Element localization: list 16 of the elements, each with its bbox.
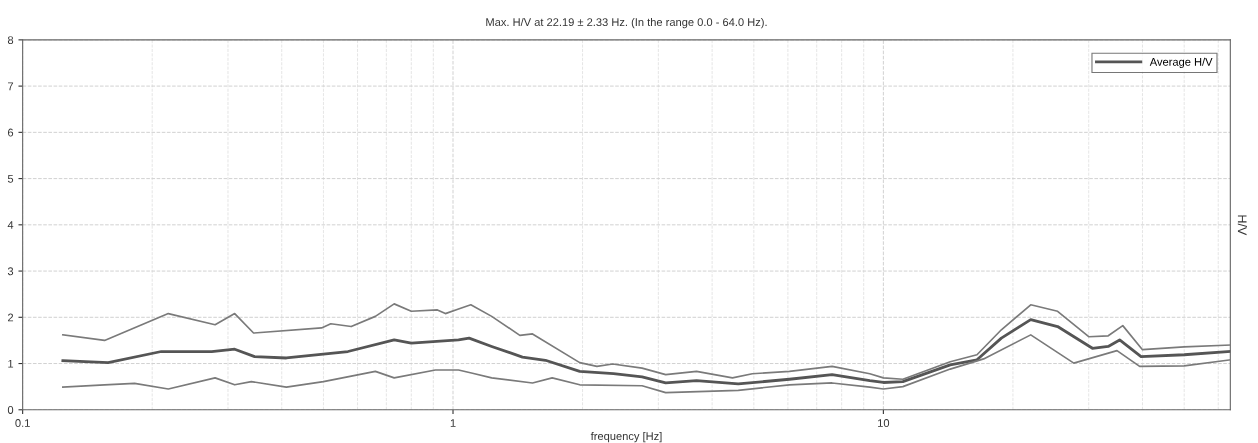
y-tick-label: 3	[7, 267, 14, 276]
x-tick-label: 0.1	[15, 419, 30, 427]
y-tick-label: 2	[8, 313, 14, 322]
y-tick-label: 0	[7, 406, 14, 414]
x-axis-title: frequency [Hz]	[590, 431, 662, 443]
y-tick-label: 6	[8, 128, 14, 137]
y-tick-label: 7	[8, 82, 14, 91]
y-tick-label: 4	[7, 221, 14, 229]
y-tick-label: 1	[8, 359, 14, 368]
y-axis-title: H/V	[1237, 215, 1247, 236]
y-tick-label: 8	[7, 36, 14, 45]
x-tick-label: 10	[878, 419, 890, 427]
y-tick-label: 5	[7, 174, 14, 183]
chart-title: Max. H/V at 22.19 ± 2.33 Hz. (In the range 0.0 - 64.0 Hz).	[486, 17, 767, 29]
legend-label: Average H/V	[1149, 57, 1213, 69]
x-tick-label: 1	[450, 419, 456, 427]
